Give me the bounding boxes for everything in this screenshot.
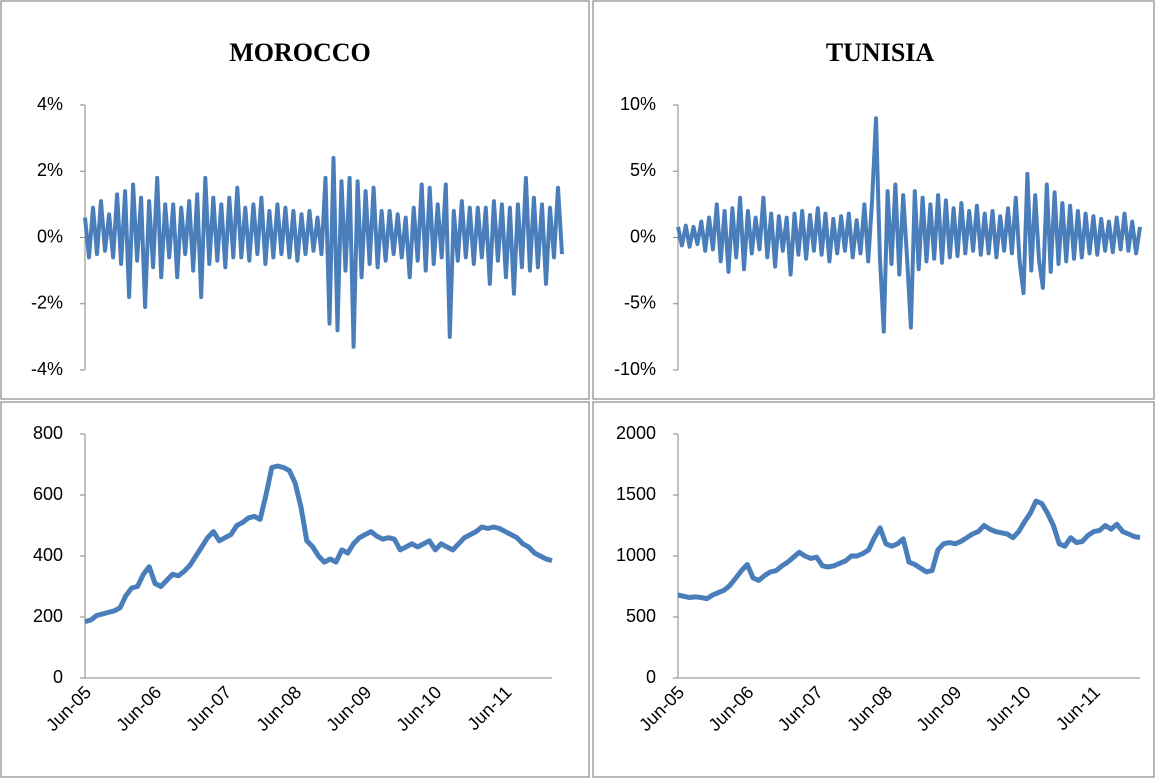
y-tick-label: 1500 <box>616 484 656 504</box>
y-tick-label: 0% <box>37 226 63 246</box>
x-tick-label: Jun-09 <box>912 682 965 735</box>
y-tick-label: 400 <box>33 545 63 565</box>
y-tick-label: 0 <box>53 667 63 687</box>
x-tick-label: Jun-07 <box>182 682 235 735</box>
x-tick-label: Jun-05 <box>42 682 95 735</box>
x-tick-label: Jun-06 <box>704 682 757 735</box>
y-tick-label: -2% <box>31 293 63 313</box>
y-tick-label: 2% <box>37 160 63 180</box>
y-tick-label: 800 <box>33 423 63 443</box>
data-line <box>84 463 553 625</box>
y-tick-label: 0 <box>646 667 656 687</box>
x-tick-label: Jun-10 <box>982 682 1035 735</box>
data-line <box>676 116 1142 334</box>
y-tick-label: -4% <box>31 359 63 379</box>
chart-title: TUNISIA <box>826 38 935 67</box>
x-tick-label: Jun-08 <box>252 682 305 735</box>
y-tick-label: 500 <box>626 606 656 626</box>
x-tick-label: Jun-06 <box>112 682 165 735</box>
y-tick-label: 0% <box>630 226 656 246</box>
cell <box>592 0 1155 400</box>
x-tick-label: Jun-10 <box>392 682 445 735</box>
x-tick-label: Jun-08 <box>843 682 896 735</box>
y-tick-label: 600 <box>33 484 63 504</box>
chart-title: MOROCCO <box>229 38 371 67</box>
y-tick-label: 200 <box>33 606 63 626</box>
data-line <box>677 498 1141 602</box>
y-tick-label: 10% <box>620 94 656 114</box>
y-tick-label: 2000 <box>616 423 656 443</box>
cell <box>592 401 1155 778</box>
x-tick-label: Jun-11 <box>1052 682 1104 734</box>
y-tick-label: 4% <box>37 94 63 114</box>
y-tick-label: 5% <box>630 160 656 180</box>
x-tick-label: Jun-09 <box>322 682 375 735</box>
cell <box>0 0 590 400</box>
x-tick-label: Jun-11 <box>463 682 515 734</box>
x-tick-label: Jun-05 <box>635 682 688 735</box>
x-tick-label: Jun-07 <box>774 682 827 735</box>
y-tick-label: -5% <box>624 293 656 313</box>
y-tick-label: 1000 <box>616 545 656 565</box>
y-tick-label: -10% <box>614 359 656 379</box>
cell <box>0 401 590 778</box>
data-line <box>83 156 564 349</box>
